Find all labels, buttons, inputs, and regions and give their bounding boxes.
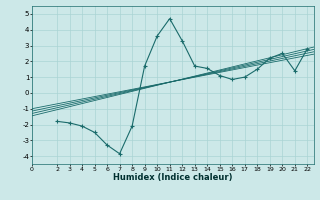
X-axis label: Humidex (Indice chaleur): Humidex (Indice chaleur): [113, 173, 233, 182]
